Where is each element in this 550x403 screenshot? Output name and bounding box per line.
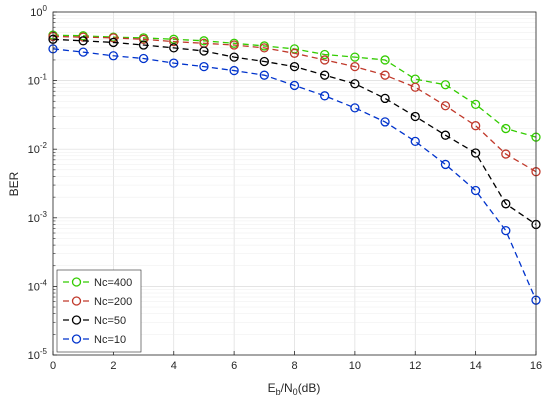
- x-tick-label: 16: [530, 360, 542, 372]
- y-tick-label: 10-1: [28, 73, 48, 88]
- data-point: [108, 37, 119, 48]
- data-point: [259, 56, 269, 67]
- data-point: [501, 225, 511, 236]
- data-point: [501, 123, 511, 134]
- data-point: [169, 58, 179, 68]
- x-tick-label: 8: [291, 360, 297, 372]
- data-point: [350, 103, 360, 113]
- data-point: [440, 80, 451, 90]
- legend-marker: [71, 296, 82, 306]
- data-point: [320, 55, 330, 65]
- data-point: [440, 101, 451, 111]
- legend-label: Nc=400: [94, 277, 132, 289]
- x-tick-label: 14: [470, 360, 482, 372]
- data-point: [229, 40, 239, 50]
- series-layer: [48, 30, 541, 305]
- y-tick-label: 100: [30, 4, 47, 19]
- x-tick-label: 0: [50, 360, 56, 372]
- y-tick-label: 10-2: [28, 141, 48, 156]
- data-point: [199, 61, 209, 72]
- x-tick-label: 12: [409, 360, 421, 372]
- y-tick-label: 10-3: [28, 210, 48, 225]
- data-point: [470, 148, 481, 158]
- data-point: [470, 99, 481, 110]
- data-point: [380, 93, 390, 104]
- legend-label: Nc=50: [94, 315, 126, 327]
- legend-label: Nc=200: [94, 296, 132, 308]
- data-point: [410, 111, 420, 122]
- data-point: [138, 40, 149, 50]
- data-point: [350, 61, 360, 72]
- y-tick-label: 10-4: [28, 278, 48, 293]
- data-point: [78, 36, 88, 46]
- legend-entry: Nc=400: [63, 277, 132, 289]
- legend-entry: Nc=10: [63, 334, 126, 346]
- data-point: [108, 51, 119, 61]
- legend-marker: [71, 315, 82, 325]
- x-tick-label: 4: [171, 360, 177, 372]
- data-point: [350, 79, 360, 89]
- series-nc-200: [48, 31, 541, 177]
- x-tick-label: 2: [110, 360, 116, 372]
- data-point: [169, 36, 179, 47]
- data-point: [289, 80, 300, 91]
- data-point: [350, 52, 360, 62]
- data-point: [380, 117, 390, 127]
- data-point: [440, 130, 451, 140]
- data-point: [470, 185, 481, 196]
- y-tick-label: 10-5: [28, 347, 48, 362]
- data-point: [410, 82, 420, 92]
- series-line: [52, 35, 537, 173]
- legend-entry: Nc=200: [63, 296, 132, 308]
- data-point: [229, 65, 239, 76]
- legend: Nc=400 Nc=200 Nc=50 Nc=10: [56, 269, 142, 353]
- data-point: [440, 159, 451, 170]
- legend-marker: [71, 334, 82, 344]
- series-line: [52, 48, 537, 301]
- data-point: [138, 53, 149, 64]
- legend-box: [56, 269, 142, 353]
- data-point: [501, 199, 511, 209]
- data-point: [380, 55, 390, 65]
- x-axis-label: Eb/N0(dB): [268, 381, 321, 397]
- data-point: [229, 52, 239, 62]
- data-point: [380, 70, 390, 80]
- series-line: [52, 38, 537, 225]
- data-point: [259, 70, 269, 80]
- y-axis-label: BER: [7, 171, 21, 196]
- data-point: [169, 43, 179, 53]
- data-point: [259, 43, 269, 53]
- data-point: [138, 34, 149, 44]
- x-axis: 0 2 4 6 8 10 12 14 16: [50, 351, 542, 372]
- data-point: [320, 70, 330, 80]
- legend-marker: [71, 277, 82, 287]
- data-point: [199, 36, 209, 46]
- x-tick-label: 6: [231, 360, 237, 372]
- data-point: [410, 136, 420, 147]
- legend-label: Nc=10: [94, 334, 126, 346]
- data-point: [501, 149, 511, 159]
- data-point: [320, 91, 330, 101]
- data-point: [289, 61, 300, 72]
- y-axis: 100 10-1 10-2 10-3 10-4 10-5: [28, 4, 57, 362]
- data-point: [470, 121, 481, 131]
- data-point: [320, 49, 330, 60]
- series-nc-10: [48, 44, 541, 305]
- legend-entry: Nc=50: [63, 315, 126, 327]
- data-point: [199, 46, 209, 56]
- x-tick-label: 10: [349, 360, 361, 372]
- data-point: [78, 47, 88, 57]
- data-point: [289, 48, 300, 58]
